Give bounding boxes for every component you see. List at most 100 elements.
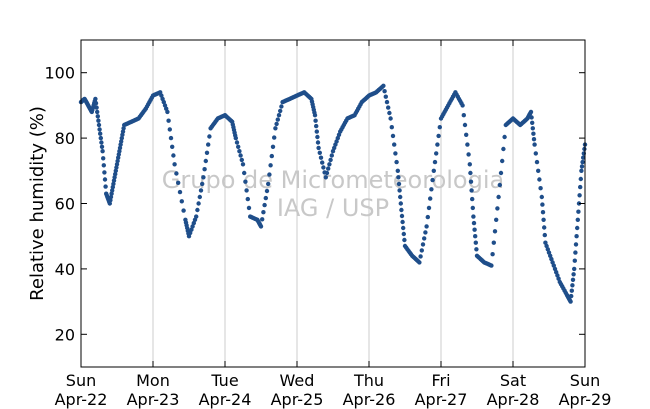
data-point-119 [181, 208, 186, 213]
data-point-198 [266, 181, 271, 187]
x-tick-date-0: Apr-22 [55, 390, 108, 409]
y-tick-label-20: 20 [55, 325, 75, 344]
data-point-322 [401, 231, 406, 237]
data-point-171 [237, 149, 242, 154]
data-point-193 [260, 217, 265, 222]
data-point-442 [531, 131, 536, 136]
x-tick-date-6: Apr-28 [487, 390, 540, 409]
data-point-34 [99, 140, 104, 145]
data-point-29 [96, 118, 101, 123]
data-point-448 [537, 177, 542, 182]
data-point-204 [273, 126, 278, 131]
data-point-241 [313, 118, 318, 123]
x-tick-date-7: Apr-29 [559, 390, 612, 409]
data-point-133 [195, 207, 200, 213]
data-point-140 [203, 158, 208, 164]
data-point-406 [494, 217, 499, 222]
data-point-454 [542, 225, 547, 230]
data-point-27 [95, 109, 100, 115]
data-point-64 [117, 149, 122, 154]
data-point-461 [549, 256, 554, 262]
data-point-353 [437, 125, 442, 130]
data-point-376 [465, 142, 470, 147]
data-point-207 [276, 113, 282, 118]
data-point-350 [434, 151, 439, 156]
data-point-252 [323, 175, 328, 180]
data-point-51 [109, 191, 114, 196]
data-point-413 [502, 134, 507, 140]
x-tick-day-0: Sun [66, 371, 96, 390]
data-point-344 [426, 205, 432, 211]
data-point-303 [384, 99, 390, 105]
data-point-262 [335, 135, 340, 141]
data-point-168 [233, 135, 238, 141]
data-point-438 [528, 109, 534, 115]
data-point-32 [98, 131, 103, 136]
data-point-65 [117, 145, 123, 151]
data-point-175 [242, 170, 247, 176]
data-point-174 [240, 162, 246, 167]
data-point-50 [108, 194, 114, 200]
data-point-247 [317, 150, 322, 155]
data-point-179 [246, 205, 252, 211]
data-point-48 [107, 201, 113, 206]
data-point-443 [531, 137, 537, 142]
data-point-498 [579, 168, 584, 173]
data-point-170 [236, 144, 241, 149]
data-point-259 [332, 145, 337, 151]
data-point-62 [116, 155, 121, 160]
data-point-318 [399, 207, 404, 213]
data-point-381 [469, 188, 474, 193]
data-point-132 [194, 214, 199, 219]
data-point-386 [472, 227, 477, 232]
data-point-316 [398, 194, 403, 200]
data-point-118 [179, 199, 184, 204]
data-point-141 [204, 150, 210, 155]
x-tick-date-1: Apr-23 [127, 390, 180, 409]
data-point-173 [239, 157, 244, 163]
x-tick-day-7: Sun [570, 371, 600, 390]
x-tick-day-5: Fri [431, 371, 450, 390]
data-point-314 [396, 181, 402, 187]
data-point-321 [401, 225, 406, 231]
data-point-495 [577, 193, 582, 198]
data-point-384 [471, 214, 476, 219]
data-point-105 [161, 99, 166, 105]
data-point-57 [113, 171, 118, 177]
x-tick-date-2: Apr-24 [199, 390, 252, 409]
data-point-58 [113, 168, 119, 173]
data-point-138 [201, 175, 206, 180]
data-point-500 [580, 159, 585, 165]
data-point-202 [270, 144, 276, 149]
data-point-142 [206, 142, 211, 147]
data-point-343 [425, 214, 430, 220]
data-point-109 [166, 118, 171, 123]
x-tick-date-4: Apr-26 [343, 390, 396, 409]
data-point-464 [552, 266, 558, 272]
data-point-380 [468, 179, 474, 184]
data-point-409 [497, 182, 502, 188]
data-point-455 [542, 232, 547, 238]
data-point-348 [431, 168, 436, 173]
data-point-300 [381, 83, 386, 89]
x-tick-day-2: Tue [210, 371, 238, 390]
data-point-55 [111, 178, 117, 183]
data-point-240 [312, 113, 318, 118]
data-point-250 [321, 165, 326, 170]
data-point-387 [473, 234, 478, 239]
data-point-308 [390, 133, 396, 139]
data-point-377 [466, 152, 471, 157]
data-point-25 [93, 101, 99, 106]
data-point-103 [159, 93, 164, 98]
data-point-445 [533, 151, 538, 156]
data-point-385 [471, 220, 477, 226]
data-point-67 [119, 139, 124, 144]
data-point-114 [172, 162, 177, 167]
data-point-497 [578, 176, 583, 182]
data-point-351 [435, 142, 440, 147]
data-point-458 [545, 247, 550, 252]
data-point-115 [174, 171, 179, 176]
data-point-349 [432, 159, 438, 165]
data-point-33 [98, 135, 104, 141]
